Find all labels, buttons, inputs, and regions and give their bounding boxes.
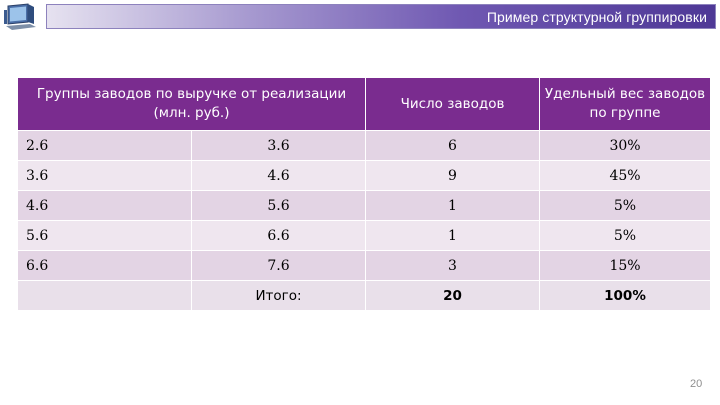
table-row: 3.6 4.6 9 45% (17, 160, 711, 191)
cell-range-to: 7.6 (191, 250, 366, 281)
table-total-row: Итого: 20 100% (17, 280, 711, 311)
cell-share: 5% (539, 190, 711, 221)
table-row: 5.6 6.6 1 5% (17, 220, 711, 251)
page-number: 20 (690, 378, 703, 390)
cell-total-empty (17, 280, 192, 311)
grouping-table: Группы заводов по выручке от реализации … (17, 77, 711, 311)
cell-share: 15% (539, 250, 711, 281)
cell-range-from: 3.6 (17, 160, 192, 191)
cell-total-share: 100% (539, 280, 711, 311)
cell-count: 1 (365, 220, 540, 251)
table-row: 2.6 3.6 6 30% (17, 130, 711, 161)
table-row: 6.6 7.6 3 15% (17, 250, 711, 281)
cell-share: 45% (539, 160, 711, 191)
cell-range-from: 6.6 (17, 250, 192, 281)
cell-count: 3 (365, 250, 540, 281)
header-groups: Группы заводов по выручке от реализации … (17, 77, 366, 131)
table-header-row: Группы заводов по выручке от реализации … (17, 77, 711, 131)
cell-range-to: 6.6 (191, 220, 366, 251)
computer-monitor-icon (2, 2, 42, 32)
cell-range-from: 2.6 (17, 130, 192, 161)
cell-count: 9 (365, 160, 540, 191)
cell-total-label: Итого: (191, 280, 366, 311)
cell-count: 6 (365, 130, 540, 161)
header-share: Удельный вес заводов по группе (539, 77, 711, 131)
cell-share: 5% (539, 220, 711, 251)
cell-range-from: 4.6 (17, 190, 192, 221)
cell-range-from: 5.6 (17, 220, 192, 251)
cell-range-to: 4.6 (191, 160, 366, 191)
header-count: Число заводов (365, 77, 540, 131)
cell-share: 30% (539, 130, 711, 161)
cell-total-count: 20 (365, 280, 540, 311)
cell-range-to: 3.6 (191, 130, 366, 161)
table-row: 4.6 5.6 1 5% (17, 190, 711, 221)
cell-count: 1 (365, 190, 540, 221)
slide-title-bar: Пример структурной группировки (46, 4, 716, 29)
slide-title: Пример структурной группировки (486, 8, 707, 25)
cell-range-to: 5.6 (191, 190, 366, 221)
